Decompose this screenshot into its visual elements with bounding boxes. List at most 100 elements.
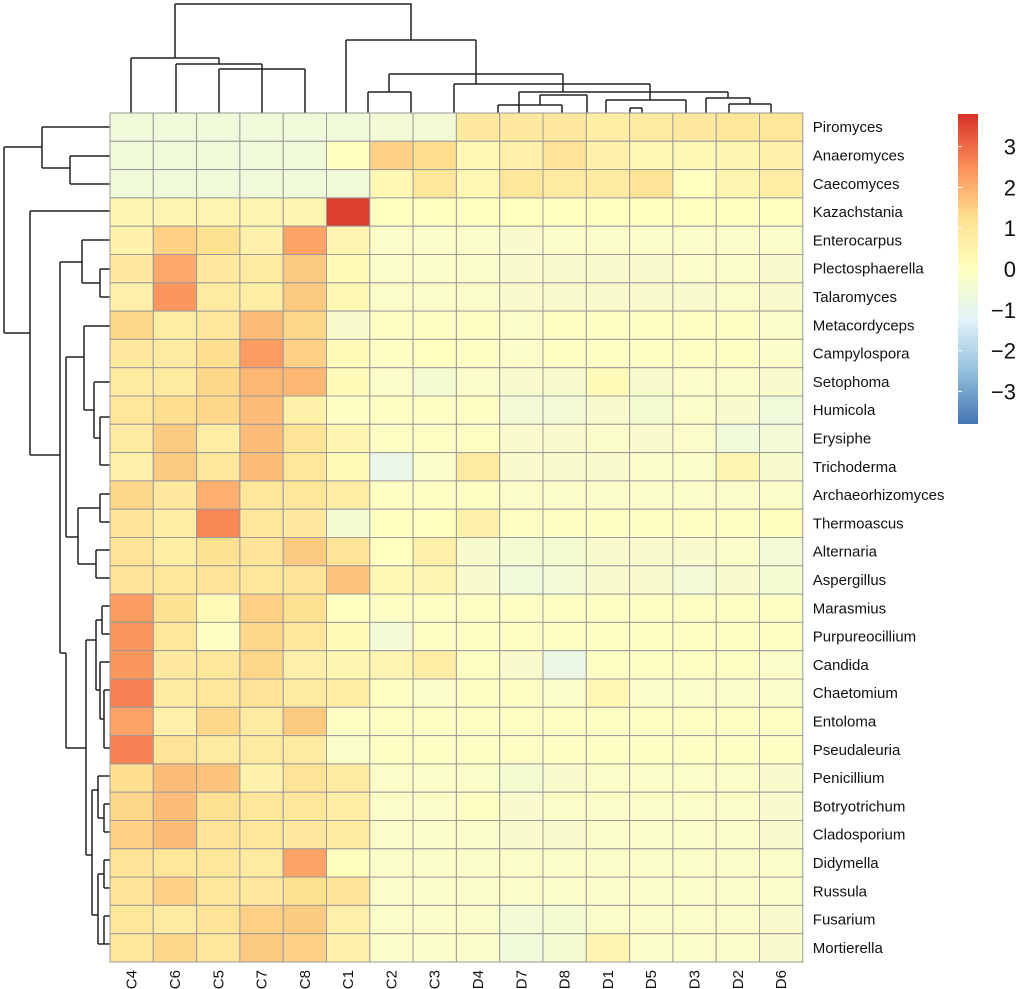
heatmap-cell: [542, 169, 587, 199]
heatmap-cell: [152, 310, 198, 340]
heatmap-cell: [455, 820, 501, 850]
heatmap-cell: [152, 367, 198, 397]
heatmap-cell: [196, 848, 241, 878]
heatmap-cell: [326, 480, 371, 510]
heatmap-cell: [412, 904, 457, 935]
heatmap-cell: [239, 480, 284, 510]
heatmap-cell: [672, 367, 717, 397]
heatmap-cell: [282, 650, 328, 680]
heatmap-cell: [672, 112, 717, 142]
heatmap-cell: [585, 225, 631, 255]
heatmap-cell: [369, 197, 414, 227]
heatmap-cell: [629, 367, 674, 397]
column-label: C6: [167, 970, 184, 989]
heatmap-cell: [629, 395, 674, 425]
heatmap-cell: [455, 678, 501, 708]
heatmap-cell: [499, 791, 544, 822]
heatmap-cell: [715, 876, 761, 906]
row-label: Didymella: [813, 855, 880, 872]
heatmap-cell: [412, 593, 457, 623]
heatmap-cell: [715, 593, 761, 623]
heatmap-cell: [672, 537, 717, 567]
heatmap-cell: [412, 169, 457, 199]
heatmap-cell: [239, 367, 284, 397]
heatmap-cell: [585, 933, 631, 963]
heatmap-cell: [326, 140, 371, 171]
heatmap-cell: [326, 197, 371, 227]
heatmap-cell: [196, 735, 241, 765]
heatmap-cell: [585, 282, 631, 312]
heatmap-cell: [499, 395, 544, 425]
row-label: Mortierella: [813, 940, 884, 957]
heatmap-cell: [499, 197, 544, 227]
heatmap-cell: [455, 480, 501, 510]
legend-tick-label: −1: [991, 298, 1016, 323]
row-label: Candida: [813, 657, 870, 674]
heatmap-cell: [585, 735, 631, 765]
heatmap-cell: [196, 140, 241, 171]
row-label: Setophoma: [813, 374, 890, 391]
heatmap-cell: [152, 452, 198, 482]
heatmap-cell: [239, 452, 284, 482]
heatmap-cell: [759, 452, 804, 482]
heatmap-cell: [109, 621, 154, 652]
heatmap-cell: [369, 423, 414, 454]
heatmap-cell: [412, 933, 457, 963]
heatmap-cell: [499, 112, 544, 142]
heatmap-cell: [239, 310, 284, 340]
heatmap-cell: [282, 310, 328, 340]
column-label: D5: [643, 970, 660, 989]
heatmap-cell: [196, 876, 241, 906]
heatmap-cell: [585, 537, 631, 567]
heatmap-cell: [239, 933, 284, 963]
heatmap-cell: [109, 820, 154, 850]
heatmap-cell: [629, 876, 674, 906]
column-label: C5: [210, 970, 227, 989]
heatmap-cell: [152, 763, 198, 793]
heatmap-cell: [196, 706, 241, 737]
heatmap-cell: [196, 650, 241, 680]
heatmap-cell: [542, 933, 587, 963]
heatmap-cell: [369, 565, 414, 595]
heatmap-cell: [499, 650, 544, 680]
heatmap-cell: [326, 537, 371, 567]
heatmap-cell: [282, 197, 328, 227]
heatmap-cell: [585, 650, 631, 680]
heatmap-cell: [152, 338, 198, 369]
heatmap-cell: [672, 338, 717, 369]
heatmap-cell: [282, 593, 328, 623]
heatmap-cell: [282, 763, 328, 793]
row-label: Fusarium: [813, 912, 876, 929]
heatmap-cell: [672, 282, 717, 312]
heatmap-cell: [412, 508, 457, 539]
heatmap-cell: [455, 706, 501, 737]
heatmap-cell: [412, 423, 457, 454]
heatmap-cell: [455, 537, 501, 567]
heatmap-cell: [585, 423, 631, 454]
heatmap-cell: [715, 537, 761, 567]
legend-color-bar: [958, 114, 978, 424]
legend-tick-label: −3: [991, 379, 1016, 404]
heatmap-cell: [759, 140, 804, 171]
heatmap-cell: [196, 338, 241, 369]
heatmap-cell: [109, 508, 154, 539]
heatmap-cell: [369, 876, 414, 906]
row-dendrogram: [3, 126, 110, 945]
heatmap-cell: [759, 537, 804, 567]
heatmap-cell: [326, 508, 371, 539]
heatmap-cell: [326, 310, 371, 340]
heatmap-cell: [369, 112, 414, 142]
heatmap-cell: [109, 706, 154, 737]
heatmap-cell: [542, 452, 587, 482]
heatmap-cell: [542, 621, 587, 652]
heatmap-cell: [585, 820, 631, 850]
heatmap-cell: [196, 367, 241, 397]
heatmap-cell: [239, 650, 284, 680]
heatmap-cell: [629, 593, 674, 623]
heatmap-cell: [715, 395, 761, 425]
heatmap-cell: [672, 508, 717, 539]
heatmap-cell: [239, 169, 284, 199]
heatmap-cell: [369, 480, 414, 510]
heatmap-cell: [672, 876, 717, 906]
heatmap-cell: [585, 169, 631, 199]
